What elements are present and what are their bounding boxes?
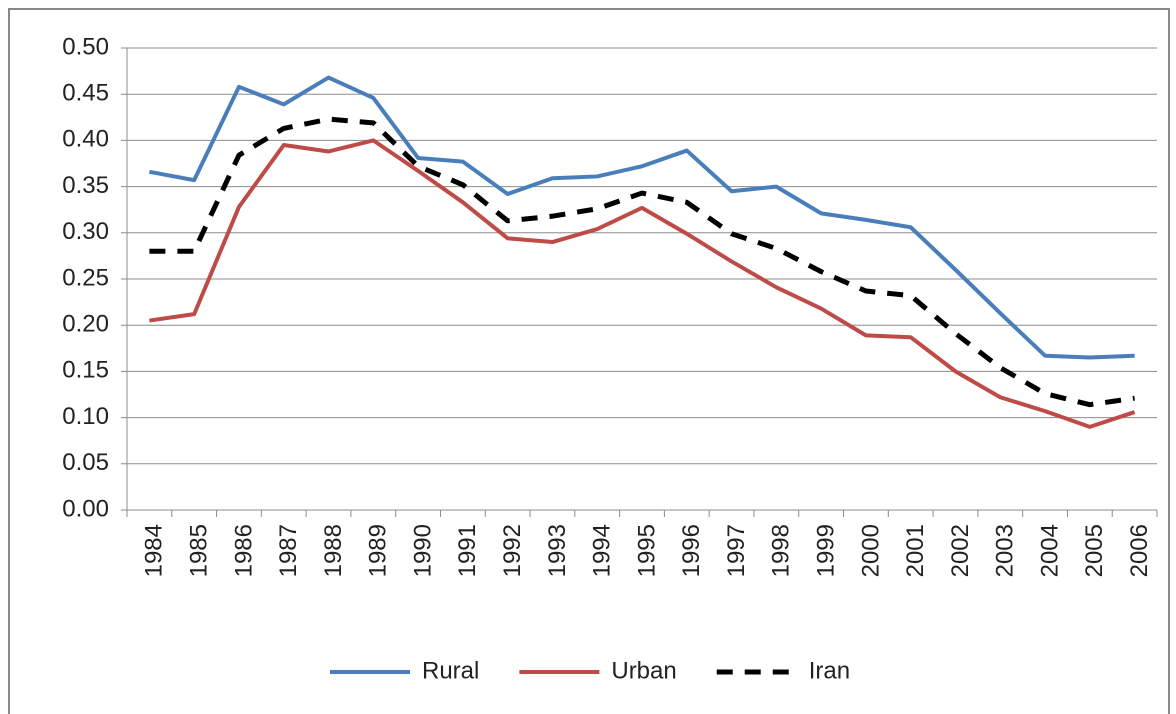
chart-frame [8, 8, 1170, 714]
x-tick-label: 2005 [1081, 524, 1108, 577]
x-tick-label: 1989 [365, 524, 392, 577]
x-tick-label: 2003 [992, 524, 1019, 577]
x-tick-label: 2002 [947, 524, 974, 577]
x-tick-label: 1988 [320, 524, 347, 577]
y-tick-label: 0.20 [62, 311, 109, 338]
y-tick-label: 0.25 [62, 264, 109, 291]
y-tick-label: 0.05 [62, 449, 109, 476]
x-tick-label: 2004 [1036, 524, 1063, 577]
x-tick-label: 1990 [409, 524, 436, 577]
y-tick-label: 0.10 [62, 403, 109, 430]
series-line [149, 138, 1136, 429]
x-tick-label: 1999 [812, 524, 839, 577]
legend-label: Rural [422, 657, 479, 684]
x-tick-label: 1994 [589, 524, 616, 577]
x-tick-label: 1987 [275, 524, 302, 577]
legend-label: Iran [809, 657, 850, 684]
x-tick-label: 1995 [633, 524, 660, 577]
x-tick-label: 1992 [499, 524, 526, 577]
legend-label: Urban [611, 657, 676, 684]
x-tick-label: 1993 [544, 524, 571, 577]
x-tick-label: 2000 [857, 524, 884, 577]
series-line [149, 75, 1135, 360]
x-tick-label: 1985 [186, 524, 213, 577]
y-tick-label: 0.45 [62, 80, 109, 107]
series-line [149, 116, 1135, 408]
x-tick-label: 1991 [454, 524, 481, 577]
y-tick-label: 0.15 [62, 357, 109, 384]
x-tick-label: 1986 [230, 524, 257, 577]
x-tick-label: 2006 [1126, 524, 1153, 577]
y-tick-label: 0.40 [62, 126, 109, 153]
y-tick-label: 0.30 [62, 218, 109, 245]
x-tick-label: 1984 [141, 524, 168, 577]
x-tick-label: 1998 [768, 524, 795, 577]
x-tick-label: 1997 [723, 524, 750, 577]
y-tick-label: 0.35 [62, 172, 109, 199]
y-tick-label: 0.50 [62, 33, 109, 60]
x-tick-label: 2001 [902, 524, 929, 577]
y-tick-label: 0.00 [62, 495, 109, 522]
x-tick-label: 1996 [678, 524, 705, 577]
